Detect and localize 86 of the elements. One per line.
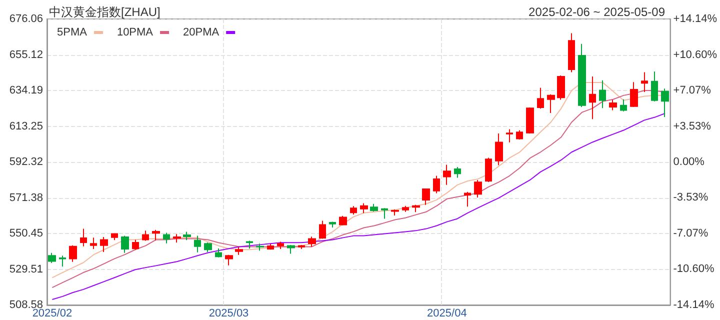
y2-tick-label: -10.60% xyxy=(673,263,714,276)
candlestick xyxy=(609,99,617,111)
candlestick xyxy=(163,232,170,244)
candlestick xyxy=(589,76,596,120)
y2-tick-label: 0.00% xyxy=(673,156,705,168)
candlestick xyxy=(485,157,492,183)
y2-tick-label: +7.07% xyxy=(673,84,712,96)
x-tick-label: 2025/03 xyxy=(208,308,249,320)
candlestick xyxy=(287,244,295,254)
chart-subtitle: 2025-02-06 ~ 2025-05-09 xyxy=(528,5,666,19)
legend-label: 5PMA xyxy=(56,26,88,38)
candlestick xyxy=(90,237,97,250)
candlestick xyxy=(599,80,606,109)
candlestick xyxy=(641,72,648,93)
candlestick xyxy=(350,206,357,215)
candlestick xyxy=(132,239,139,250)
candlestick xyxy=(495,133,503,166)
y2-tick-label: +3.53% xyxy=(673,120,712,132)
candlestick xyxy=(402,205,409,212)
candlestick xyxy=(433,175,440,194)
candlestick xyxy=(360,202,368,214)
y2-tick-label: -7.07% xyxy=(673,228,708,240)
candlestick xyxy=(443,164,451,186)
legend-label: 10PMA xyxy=(116,26,154,38)
candlestick xyxy=(100,236,108,253)
candlestick xyxy=(80,228,87,247)
candlestick xyxy=(630,82,638,108)
legend-label: 20PMA xyxy=(183,26,220,38)
candlestick xyxy=(142,230,149,242)
candlestick xyxy=(183,231,191,241)
candlestick xyxy=(319,220,326,240)
candlestick xyxy=(152,229,160,241)
candlestick xyxy=(661,88,669,118)
line-series xyxy=(52,112,666,300)
y2-tick-label: -14.14% xyxy=(673,299,714,311)
chart-title: 中汉黄金指数[ZHAU] xyxy=(49,5,160,19)
candlestick xyxy=(506,128,513,143)
candlestick xyxy=(454,166,461,178)
candlestick xyxy=(516,130,523,140)
y2-tick-label: +14.14% xyxy=(673,13,718,25)
candlestick xyxy=(48,252,56,264)
candlestick xyxy=(339,215,347,226)
candlestick xyxy=(267,244,274,250)
y-tick-label: 676.06 xyxy=(9,13,43,25)
candlestick xyxy=(277,241,284,250)
y-tick-label: 592.32 xyxy=(9,156,43,168)
candlestick xyxy=(173,234,181,243)
y2-tick-label: -3.53% xyxy=(673,192,708,204)
candlestick xyxy=(308,236,316,248)
candlestick xyxy=(235,246,243,256)
y-tick-label: 634.19 xyxy=(9,84,43,96)
candlestick xyxy=(246,240,253,250)
candlestick xyxy=(651,71,658,102)
candlestick xyxy=(474,179,482,198)
candlestick xyxy=(111,233,118,241)
candlestick xyxy=(298,244,305,250)
candlestick xyxy=(578,43,586,108)
candlestick xyxy=(215,248,222,258)
candlestick xyxy=(422,188,430,206)
candlestick xyxy=(620,98,627,112)
candlestick xyxy=(121,235,129,254)
candlestick xyxy=(464,191,471,208)
y2-tick-label: +10.60% xyxy=(673,48,718,61)
candlestick xyxy=(329,221,336,228)
candlestick xyxy=(69,244,77,262)
candlestick xyxy=(225,254,233,266)
candlestick xyxy=(557,74,565,100)
y-tick-label: 613.25 xyxy=(9,120,43,132)
x-tick-label: 2025/02 xyxy=(32,308,72,320)
candlestick xyxy=(391,209,399,216)
x-tick-label: 2025/04 xyxy=(427,308,467,320)
candlestick xyxy=(526,107,534,134)
candlestick xyxy=(547,94,555,114)
y-tick-label: 529.51 xyxy=(9,263,43,276)
candlestick xyxy=(537,87,544,110)
candlestick xyxy=(204,242,212,253)
y-tick-label: 655.12 xyxy=(9,48,43,61)
candlestick xyxy=(256,243,264,252)
candlestick xyxy=(194,235,201,253)
candlestick xyxy=(568,32,575,73)
y-tick-label: 571.38 xyxy=(9,192,43,204)
candlestick xyxy=(59,255,66,268)
candlestick xyxy=(381,208,388,220)
candlestick xyxy=(412,204,420,213)
y-tick-label: 550.45 xyxy=(9,228,43,240)
candlestick xyxy=(370,203,378,212)
